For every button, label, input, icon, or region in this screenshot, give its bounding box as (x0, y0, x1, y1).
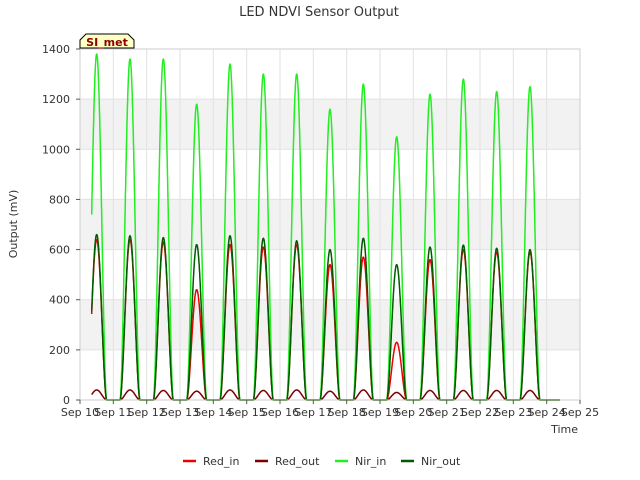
gridlines (79, 48, 581, 401)
background-band (80, 99, 580, 150)
x-tick-label: Sep 23 (494, 406, 532, 419)
y-tick-label: 1400 (42, 43, 70, 56)
background-bands (80, 99, 580, 350)
x-tick-label: Sep 10 (61, 406, 99, 419)
y-tick-label: 800 (49, 193, 70, 206)
x-tick-label: Sep 12 (128, 406, 166, 419)
x-tick-label: Sep 24 (528, 406, 566, 419)
chart-title: LED NDVI Sensor Output (239, 5, 399, 20)
legend-label: Nir_in (355, 455, 386, 468)
y-tick-label: 0 (63, 394, 70, 407)
x-tick-label: Sep 25 (561, 406, 599, 419)
x-tick-label: Sep 21 (428, 406, 466, 419)
plot-frame (79, 48, 581, 401)
legend-label: Red_in (203, 455, 239, 468)
series-line-red-out (91, 389, 561, 401)
x-tick-label: Sep 16 (261, 406, 299, 419)
y-axis-label: Output (mV) (7, 190, 20, 259)
y-tick-label: 1000 (42, 143, 70, 156)
background-band (80, 299, 580, 350)
legend-label: Nir_out (421, 455, 461, 468)
station-badge-label: SI_met (86, 36, 128, 49)
y-axis-ticks: 0 200 400 600 800 1000 1200 1400 (42, 43, 80, 407)
y-tick-label: 600 (49, 244, 70, 257)
x-tick-label: Sep 13 (161, 406, 199, 419)
background-band (80, 199, 580, 250)
y-tick-label: 1200 (42, 93, 70, 106)
x-tick-label: Sep 19 (361, 406, 399, 419)
x-axis-label: Time (550, 423, 578, 436)
station-badge: SI_met (79, 33, 135, 49)
legend: Red_in Red_out Nir_in Nir_out (183, 455, 461, 468)
x-tick-label: Sep 22 (461, 406, 499, 419)
x-tick-label: Sep 17 (294, 406, 332, 419)
x-tick-label: Sep 15 (228, 406, 266, 419)
x-tick-label: Sep 14 (194, 406, 232, 419)
x-tick-label: Sep 20 (394, 406, 432, 419)
y-tick-label: 400 (49, 294, 70, 307)
x-tick-label: Sep 18 (328, 406, 366, 419)
x-tick-label: Sep 11 (94, 406, 132, 419)
y-tick-label: 200 (49, 344, 70, 357)
legend-label: Red_out (275, 455, 320, 468)
